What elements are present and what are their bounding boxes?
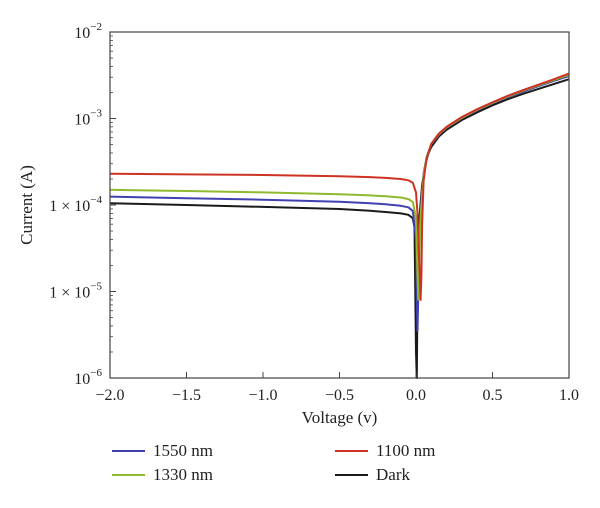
y-tick-label: 10−3	[74, 108, 102, 129]
legend-label: 1100 nm	[376, 441, 435, 460]
x-tick-label: 0.0	[406, 387, 426, 404]
x-tick-label: −2.0	[95, 387, 124, 404]
series-line-1550-nm	[109, 75, 570, 332]
y-tick-label: 1 × 10−5	[49, 281, 102, 302]
y-tick-label: 10−2	[74, 21, 102, 42]
y-tick-base: 10	[74, 112, 90, 129]
x-tick-label: 1.0	[559, 387, 579, 404]
y-tick-label: 1 × 10−4	[49, 194, 102, 215]
series-layer	[109, 72, 570, 379]
y-tick-base: 1 × 10	[49, 198, 90, 215]
series-line-dark	[109, 78, 570, 379]
series-line-1100-nm	[109, 72, 570, 301]
y-tick-label: 10−6	[74, 367, 102, 388]
legend-label: 1550 nm	[153, 441, 213, 460]
x-tick-label: 0.5	[483, 387, 503, 404]
y-tick-exponent: −2	[90, 21, 102, 33]
legend: 1550 nm 1100 nm 1330 nm Dark	[112, 441, 435, 484]
legend-label: Dark	[376, 465, 410, 484]
x-axis: −2.0 −1.5 −1.0 −0.5 0.0 0.5 1.0	[95, 372, 579, 404]
y-tick-exponent: −4	[90, 194, 102, 206]
y-tick-exponent: −6	[90, 367, 102, 379]
y-tick-exponent: −5	[90, 281, 102, 293]
y-tick-exponent: −3	[90, 108, 102, 120]
x-tick-label: −1.5	[172, 387, 201, 404]
legend-label: 1330 nm	[153, 465, 213, 484]
y-tick-base: 10	[74, 25, 90, 42]
y-axis: 10−210−31 × 10−41 × 10−510−6	[49, 21, 116, 388]
x-tick-label: −1.0	[248, 387, 277, 404]
y-tick-base: 1 × 10	[49, 285, 90, 302]
y-tick-base: 10	[74, 371, 90, 388]
series-line-1330-nm	[109, 73, 570, 301]
y-axis-title: Current (A)	[17, 165, 36, 245]
x-tick-label: −0.5	[325, 387, 354, 404]
x-axis-title: Voltage (v)	[302, 408, 378, 427]
